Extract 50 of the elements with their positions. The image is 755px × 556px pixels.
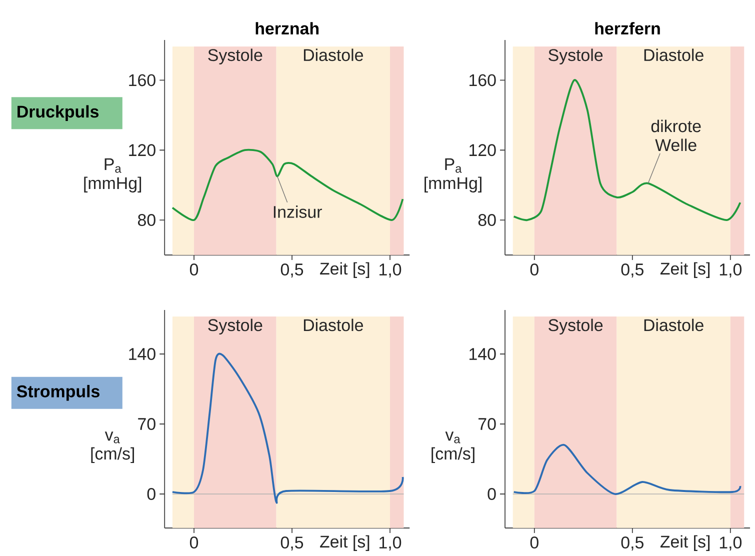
y-tick-label: 0 bbox=[147, 488, 156, 500]
x-tick-label: 0,5 bbox=[280, 536, 304, 551]
x-tick-label: 1,0 bbox=[380, 536, 402, 551]
text: Druckpuls bbox=[18, 105, 99, 121]
x-tick-label: 1,0 bbox=[380, 264, 402, 278]
x-tick-label: 0 bbox=[530, 536, 538, 549]
x-tick-label: 0 bbox=[190, 264, 198, 276]
y-tick-label: 120 bbox=[470, 144, 496, 156]
band-label: Systole bbox=[208, 48, 262, 64]
y-tick-label: 80 bbox=[138, 214, 156, 226]
band-label: Diastole bbox=[644, 48, 704, 62]
y-tick-label: 140 bbox=[470, 348, 496, 360]
x-tick-label: 1,0 bbox=[720, 536, 742, 551]
line-series bbox=[171, 148, 404, 222]
y-tick-label: 0 bbox=[488, 488, 496, 500]
x-tick-label: 0,5 bbox=[280, 264, 304, 278]
x-axis-title: Zeit [s] bbox=[320, 535, 370, 551]
y-axis-title: P$_{a}$ [mmHg] bbox=[84, 158, 142, 192]
annotation: Inzisur bbox=[274, 206, 322, 218]
y-tick-label: 120 bbox=[129, 144, 156, 156]
chart-title: herznah bbox=[256, 22, 319, 35]
y-tick-label: 70 bbox=[478, 418, 496, 430]
band-label: Diastole bbox=[304, 48, 363, 62]
band-label: Systole bbox=[208, 318, 262, 335]
annotation: dikrote Welle bbox=[651, 120, 701, 152]
chart-title: herzfern bbox=[595, 22, 660, 35]
x-tick-label: 0 bbox=[530, 264, 538, 276]
y-tick-label: 160 bbox=[470, 74, 496, 86]
y-axis-title: P$_{a}$ [mmHg] bbox=[424, 158, 482, 192]
band-label: Systole bbox=[548, 48, 603, 64]
x-tick-label: 0,5 bbox=[621, 264, 644, 278]
x-axis-title: Zeit [s] bbox=[660, 535, 710, 551]
text: Strompuls bbox=[16, 384, 100, 401]
line-series bbox=[171, 353, 404, 503]
x-tick-label: 1,0 bbox=[720, 264, 742, 278]
band-label: Diastole bbox=[304, 318, 363, 332]
band-label: Systole bbox=[548, 318, 603, 335]
y-tick-label: 160 bbox=[129, 74, 156, 86]
y-tick-label: 140 bbox=[129, 348, 156, 360]
line-series bbox=[512, 444, 742, 495]
line-series bbox=[512, 79, 742, 221]
x-tick-label: 0,5 bbox=[621, 536, 644, 551]
x-axis-title: Zeit [s] bbox=[660, 262, 710, 278]
y-tick-label: 70 bbox=[138, 418, 156, 430]
y-axis-title: v$_{a}$ [cm/s] bbox=[432, 432, 474, 464]
x-axis-title: Zeit [s] bbox=[320, 262, 370, 278]
band-label: Diastole bbox=[644, 318, 704, 332]
x-tick-label: 0 bbox=[190, 536, 198, 549]
y-tick-label: 80 bbox=[478, 214, 496, 226]
y-axis-title: v$_{a}$ [cm/s] bbox=[91, 432, 134, 464]
